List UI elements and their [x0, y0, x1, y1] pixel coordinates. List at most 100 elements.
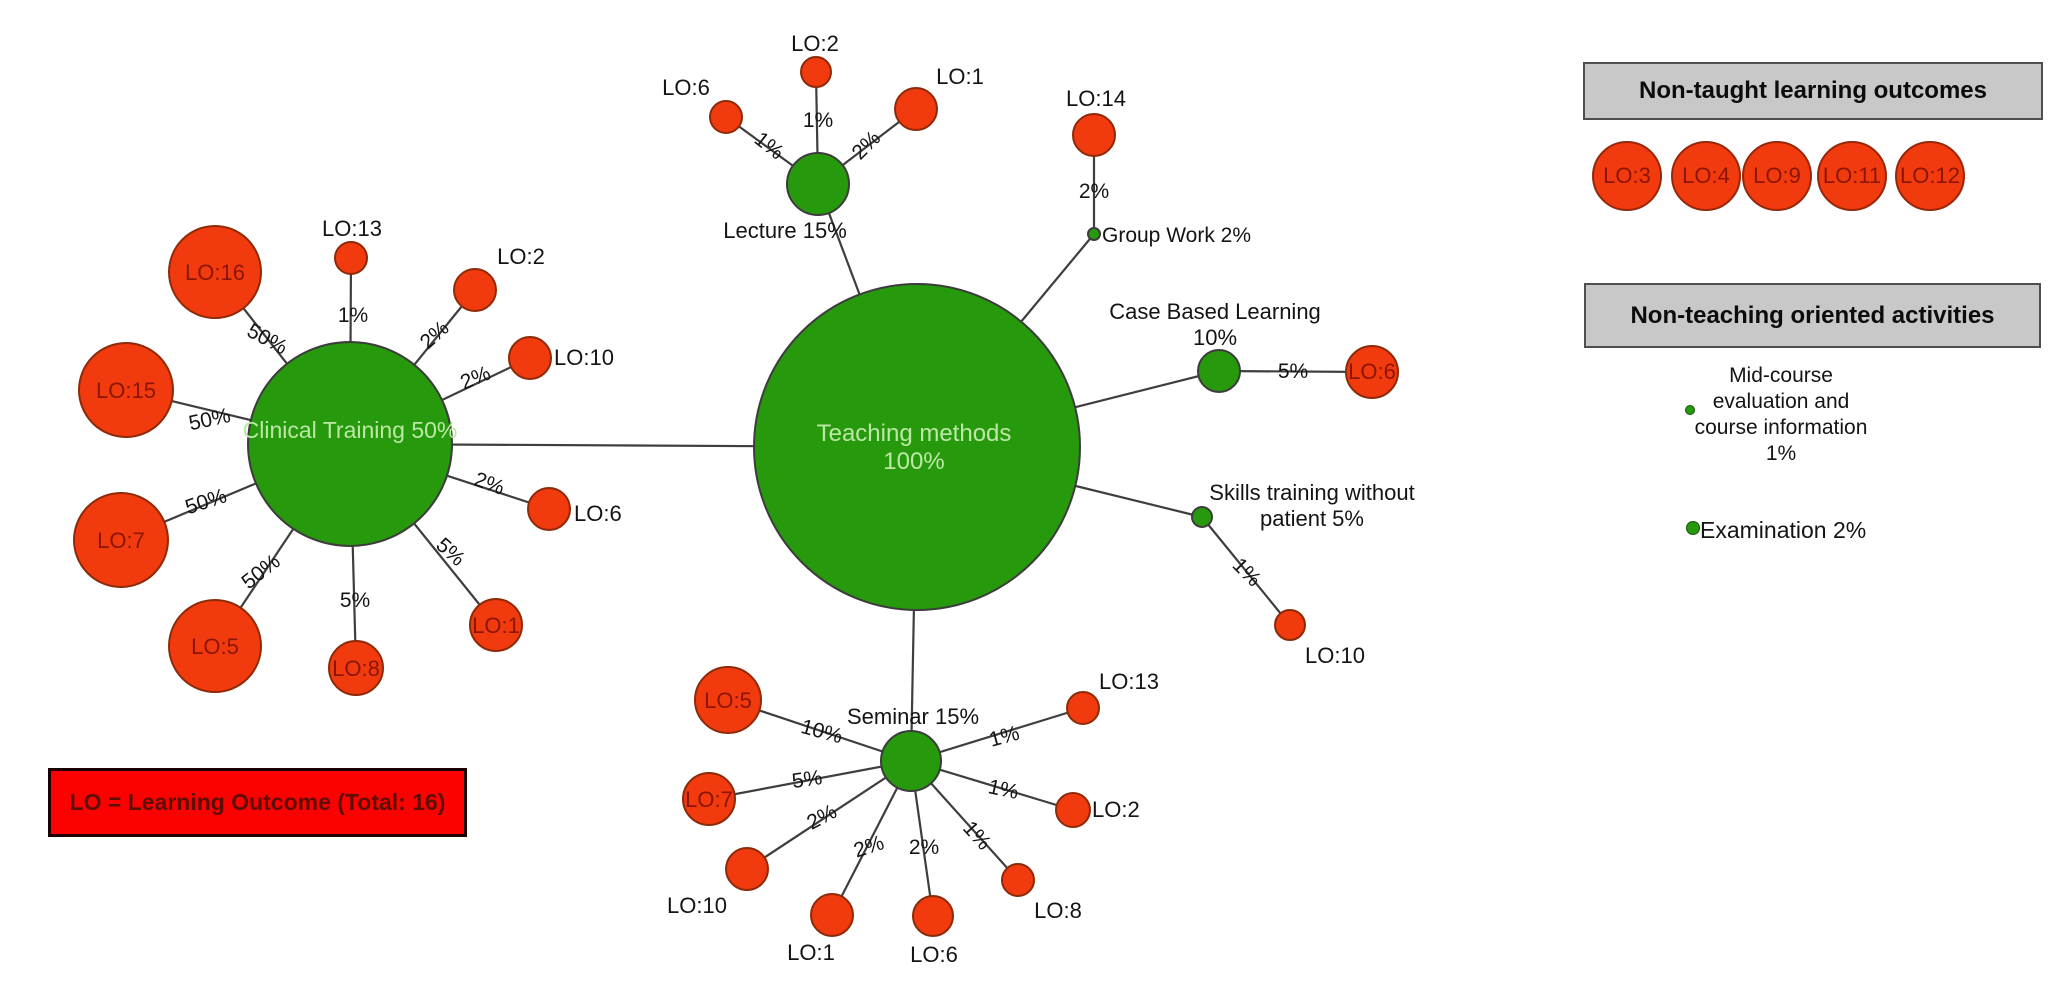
non-taught-panel-title: Non-taught learning outcomes	[1639, 77, 1987, 104]
node-label-c_lo15: LO:15	[96, 378, 156, 403]
edge-label-skills-sk_lo10: 1%	[1228, 554, 1266, 592]
node-c_lo7	[73, 492, 169, 588]
non-taught-lo-circle: LO:3	[1592, 141, 1662, 211]
node-sk_lo10	[1274, 609, 1306, 641]
node-label-s_lo7: LO:7	[685, 787, 733, 812]
node-c_lo5	[168, 599, 262, 693]
node-r_lo6	[1345, 345, 1399, 399]
node-c_lo15	[78, 342, 174, 438]
edge-seminar-s_lo7	[708, 759, 912, 801]
edge-skills-sk_lo10	[1201, 516, 1291, 626]
node-seminar	[880, 730, 942, 792]
node-cbl	[1197, 349, 1241, 393]
node-label-r_lo6: LO:6	[1348, 359, 1396, 384]
edge-label-seminar-s_lo5: 10%	[798, 715, 845, 748]
node-c_lo13	[334, 241, 368, 275]
node-l_lo1	[894, 87, 938, 131]
node-label-s_lo8: LO:8	[1034, 898, 1082, 923]
non-taught-lo-circle: LO:11	[1817, 141, 1887, 211]
non-taught-lo-label: LO:12	[1900, 163, 1960, 188]
mid-course-line: 1%	[1765, 442, 1797, 465]
node-label-s_lo1: LO:1	[787, 940, 835, 965]
edge-label-seminar-s_lo6: 2%	[909, 836, 939, 859]
examination-activity-label: Examination 2%	[1700, 517, 1867, 543]
edge-label-seminar-s_lo1: 2%	[851, 831, 887, 862]
edge-label-lecture-l_lo1: 2%	[848, 127, 886, 165]
node-l_lo2	[800, 56, 832, 88]
node-label-s_lo6: LO:6	[910, 942, 958, 967]
edge-label-clinical-c_lo8: 5%	[340, 589, 370, 612]
edge-label-clinical-c_lo6: 2%	[471, 468, 507, 500]
node-label-lecture: Lecture 15%	[723, 218, 847, 243]
node-label-groupwork: Group Work 2%	[1102, 224, 1251, 247]
node-s_lo1	[810, 893, 854, 937]
non-taught-lo-circle: LO:4	[1671, 141, 1741, 211]
edge-label-clinical-c_lo1: 5%	[431, 533, 469, 570]
edge-label-clinical-c_lo15: 50%	[187, 404, 233, 435]
node-s_lo7	[682, 772, 736, 826]
node-label-c_lo7: LO:7	[97, 528, 145, 553]
node-c_lo6	[527, 487, 571, 531]
edge-label-seminar-s_lo7: 5%	[790, 766, 823, 793]
node-s_lo10	[725, 847, 769, 891]
edge-label-clinical-c_lo5: 50%	[237, 550, 284, 594]
node-label-l_lo2: LO:2	[791, 31, 839, 56]
lo-legend-box: LO = Learning Outcome (Total: 16)	[48, 768, 467, 837]
node-label-s_lo10: LO:10	[667, 893, 727, 918]
node-s_lo5	[694, 666, 762, 734]
mid-course-line: course information	[1694, 416, 1868, 439]
node-c_lo8	[328, 640, 384, 696]
node-label-l_lo14: LO:14	[1066, 86, 1126, 111]
node-s_lo6	[912, 895, 954, 937]
node-label-c_lo16: LO:16	[185, 260, 245, 285]
node-label-s_lo5: LO:5	[704, 688, 752, 713]
non-teaching-panel-title: Non-teaching oriented activities	[1630, 301, 1995, 329]
mid-course-line: Mid-course	[1729, 364, 1833, 387]
node-label-s_lo13: LO:13	[1099, 669, 1159, 694]
node-l_lo6	[709, 100, 743, 134]
edge-label-groupwork-l_lo14: 2%	[1079, 180, 1109, 203]
node-label-sk_lo10: LO:10	[1305, 643, 1365, 668]
node-c_lo2	[453, 268, 497, 312]
node-label-c_lo10: LO:10	[554, 345, 614, 370]
node-teaching	[753, 283, 1081, 611]
node-lecture	[786, 152, 850, 216]
mid-course-line: evaluation and	[1712, 390, 1850, 413]
lo-legend-text: LO = Learning Outcome (Total: 16)	[69, 789, 446, 815]
non-taught-panel-header: Non-taught learning outcomes	[1583, 62, 2043, 120]
edge-seminar-s_lo10	[746, 760, 912, 870]
non-teaching-panel-header: Non-teaching oriented activities	[1584, 283, 2041, 348]
node-clinical	[247, 341, 453, 547]
node-label-c_lo5: LO:5	[191, 634, 239, 659]
node-c_lo10	[508, 336, 552, 380]
node-label-clinical: Clinical Training 50%	[243, 417, 458, 443]
node-label-c_lo6: LO:6	[574, 501, 622, 526]
node-label-c_lo8: LO:8	[332, 656, 380, 681]
node-label-teaching: Teaching methods 100%	[817, 420, 1012, 475]
node-label-skills: Skills training without patient 5%	[1209, 480, 1414, 531]
mid-course-dot	[1685, 405, 1695, 415]
node-c_lo16	[168, 225, 262, 319]
non-taught-lo-circle: LO:12	[1895, 141, 1965, 211]
non-taught-lo-label: LO:9	[1753, 163, 1801, 188]
edge-label-clinical-c_lo13: 1%	[338, 304, 368, 327]
node-label-c_lo2: LO:2	[497, 244, 545, 269]
edge-label-cbl-r_lo6: 5%	[1278, 360, 1308, 383]
node-groupwork	[1087, 227, 1101, 241]
edge-label-lecture-l_lo2: 1%	[803, 109, 833, 132]
mid-course-activity-label: Mid-course evaluation and course informa…	[1651, 363, 1911, 467]
node-c_lo1	[469, 598, 523, 652]
node-label-seminar: Seminar 15%	[847, 704, 979, 729]
node-label-l_lo1: LO:1	[936, 64, 984, 89]
edge-label-clinical-c_lo16: 50%	[243, 319, 291, 359]
edge-label-clinical-c_lo7: 50%	[182, 484, 229, 519]
non-taught-lo-label: LO:11	[1822, 163, 1882, 188]
node-label-c_lo13: LO:13	[322, 216, 382, 241]
non-taught-lo-label: LO:3	[1603, 163, 1651, 188]
non-taught-lo-circle: LO:9	[1742, 141, 1812, 211]
node-s_lo8	[1001, 863, 1035, 897]
node-skills	[1191, 506, 1213, 528]
non-taught-lo-label: LO:4	[1682, 163, 1730, 188]
